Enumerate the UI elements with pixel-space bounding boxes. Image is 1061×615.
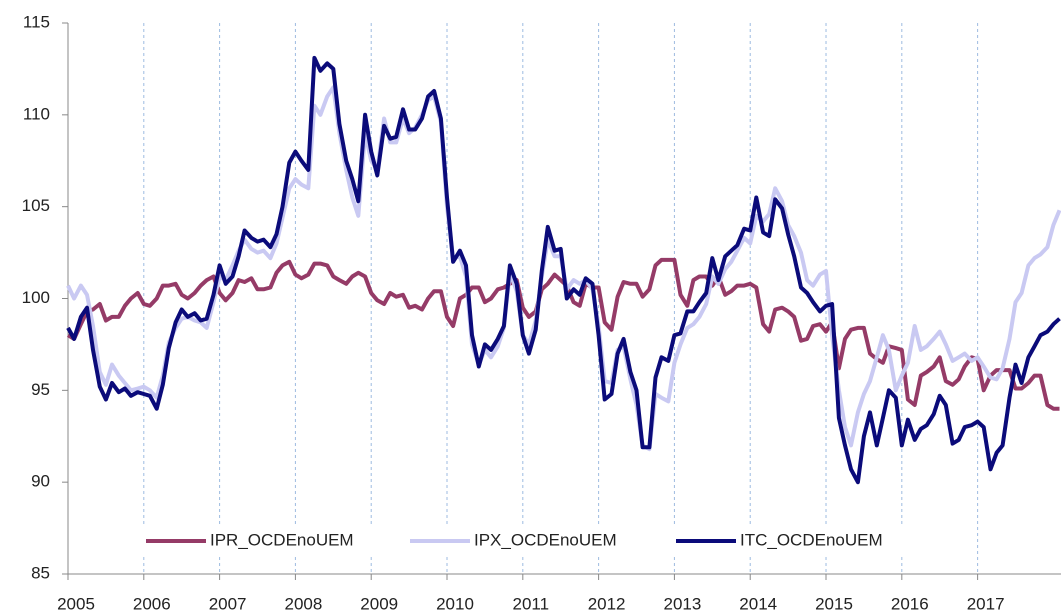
legend-box (140, 527, 920, 555)
x-tick-label: 2010 (436, 594, 474, 613)
x-tick-label: 2007 (209, 594, 247, 613)
x-tick-label: 2008 (284, 594, 322, 613)
y-tick-label: 85 (31, 563, 50, 582)
x-tick-label: 2017 (967, 594, 1005, 613)
legend-label: IPX_OCDEnoUEM (474, 530, 617, 549)
legend-label: ITC_OCDEnoUEM (740, 530, 883, 549)
x-tick-label: 2016 (891, 594, 929, 613)
x-tick-label: 2013 (663, 594, 701, 613)
y-tick-label: 105 (22, 196, 50, 215)
y-tick-label: 100 (22, 288, 50, 307)
y-tick-label: 110 (23, 104, 50, 123)
y-tick-label: 95 (31, 380, 50, 399)
legend-label: IPR_OCDEnoUEM (210, 530, 354, 549)
x-tick-label: 2014 (739, 594, 777, 613)
x-tick-label: 2011 (513, 594, 550, 613)
y-tick-label: 115 (23, 12, 50, 31)
x-tick-label: 2015 (815, 594, 853, 613)
x-tick-label: 2012 (588, 594, 626, 613)
x-tick-label: 2009 (360, 594, 398, 613)
x-tick-label: 2005 (57, 594, 95, 613)
x-tick-label: 2006 (133, 594, 171, 613)
series-line (66, 55, 1061, 485)
y-tick-label: 90 (31, 472, 50, 491)
